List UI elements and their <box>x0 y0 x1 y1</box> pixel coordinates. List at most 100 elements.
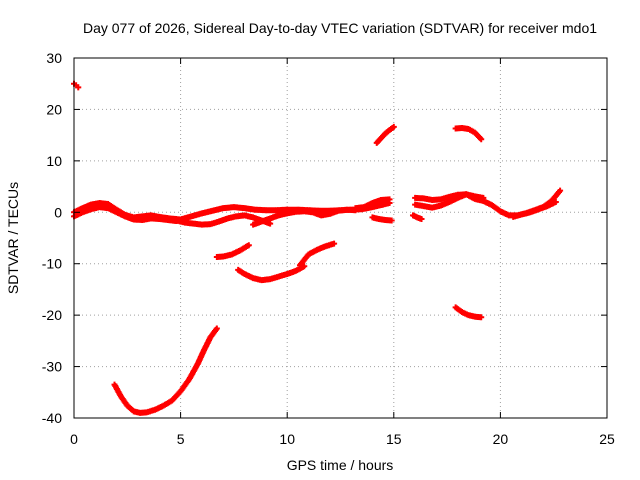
data-trace <box>260 276 272 283</box>
data-trace <box>195 348 207 366</box>
data-trace <box>192 220 204 228</box>
data-trace <box>324 241 336 249</box>
data-trace <box>439 199 451 208</box>
data-trace <box>381 200 391 208</box>
data-trace <box>115 209 127 219</box>
x-tick-label: 20 <box>493 431 509 447</box>
data-trace <box>140 212 153 220</box>
data-trace <box>520 209 532 217</box>
data-trace <box>230 248 242 257</box>
x-tick-label: 15 <box>386 431 402 447</box>
data-trace <box>208 326 219 340</box>
data-trace <box>413 194 425 202</box>
data-trace <box>415 214 424 222</box>
y-tick-label: -10 <box>42 256 62 272</box>
series-seg-18 <box>452 304 485 321</box>
x-tick-label: 10 <box>279 431 295 447</box>
data-trace <box>345 206 357 214</box>
data-trace <box>317 207 332 214</box>
data-trace <box>460 309 470 318</box>
data-trace <box>232 204 247 212</box>
y-tick-label: -40 <box>42 410 62 426</box>
series-seg-08 <box>373 123 397 146</box>
series-seg-16 <box>510 199 559 220</box>
series-seg-09 <box>213 242 252 261</box>
data-point <box>75 84 82 91</box>
data-trace <box>383 128 392 136</box>
data-trace <box>306 247 319 257</box>
data-trace <box>328 208 340 217</box>
data-trace <box>183 219 195 227</box>
data-trace <box>511 211 524 220</box>
data-trace <box>157 216 170 223</box>
series-seg-05 <box>250 206 359 228</box>
series-seg-15 <box>412 187 564 219</box>
data-trace <box>467 126 477 135</box>
data-trace <box>320 211 332 219</box>
y-tick-label: 10 <box>46 153 62 169</box>
series-seg-07 <box>369 214 395 224</box>
x-tick-label: 0 <box>70 431 78 447</box>
data-trace <box>268 274 280 282</box>
data-trace <box>379 196 391 203</box>
x-axis-label: GPS time / hours <box>287 457 394 473</box>
data-trace <box>211 205 225 214</box>
data-trace <box>537 203 549 212</box>
data-trace <box>498 208 511 218</box>
data-trace <box>80 206 93 215</box>
data-trace <box>153 403 166 413</box>
data-trace <box>374 136 383 145</box>
data-trace <box>545 199 558 209</box>
data-trace <box>454 125 464 132</box>
data-trace <box>221 251 234 260</box>
y-tick-label: 30 <box>46 50 62 66</box>
data-trace <box>302 208 315 216</box>
y-tick-label: 20 <box>46 101 62 117</box>
data-trace <box>140 215 153 223</box>
data-trace <box>277 271 289 280</box>
data-trace <box>337 206 349 214</box>
data-trace <box>285 209 298 217</box>
data-trace <box>145 407 157 415</box>
data-trace <box>251 219 264 228</box>
data-trace <box>72 209 85 219</box>
series-seg-17 <box>452 124 485 143</box>
data-trace <box>285 268 298 277</box>
data-trace <box>161 398 174 408</box>
data-trace <box>549 188 563 203</box>
data-trace <box>447 192 460 200</box>
data-trace <box>473 196 485 204</box>
y-tick-label: -30 <box>42 359 62 375</box>
data-trace <box>253 206 268 214</box>
y-axis-label: SDTVAR / TECUs <box>5 182 21 294</box>
series-seg-06 <box>352 196 393 212</box>
series-seg-11 <box>296 240 338 269</box>
data-trace <box>175 217 187 226</box>
data-trace <box>377 216 387 223</box>
data-trace <box>371 214 381 222</box>
data-trace <box>387 124 396 132</box>
data-trace <box>236 267 247 277</box>
data-trace <box>460 125 470 132</box>
data-trace <box>118 394 130 408</box>
data-trace <box>200 221 212 228</box>
data-trace <box>112 383 124 398</box>
data-trace <box>106 205 119 215</box>
data-trace <box>242 271 255 281</box>
data-trace <box>221 204 236 212</box>
data-trace <box>178 377 192 393</box>
data-trace <box>371 201 385 210</box>
data-trace <box>243 212 255 221</box>
data-trace <box>98 200 110 207</box>
data-trace <box>430 203 442 211</box>
data-trace <box>238 243 251 253</box>
data-trace <box>89 200 101 208</box>
data-trace <box>226 213 238 222</box>
data-trace <box>379 131 388 141</box>
data-trace <box>215 253 225 260</box>
data-trace <box>481 198 494 208</box>
data-trace <box>243 205 257 213</box>
data-trace <box>260 215 272 225</box>
data-trace <box>490 202 503 214</box>
